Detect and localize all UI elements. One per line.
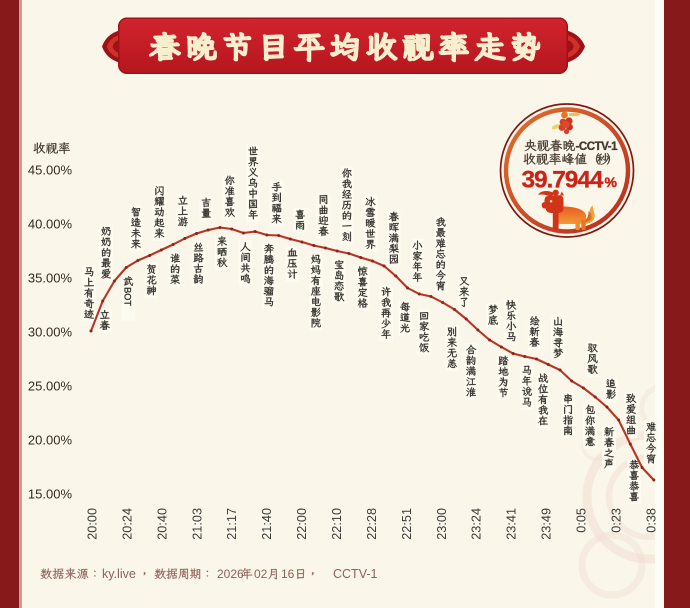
svg-text:%: % bbox=[605, 174, 618, 190]
svg-text:0:23: 0:23 bbox=[610, 508, 624, 533]
svg-text:2026: 2026 bbox=[217, 567, 244, 581]
svg-text:30.00%: 30.00% bbox=[28, 325, 73, 340]
svg-text:40.00%: 40.00% bbox=[28, 217, 73, 232]
svg-text:23:41: 23:41 bbox=[505, 508, 519, 540]
svg-text:21:03: 21:03 bbox=[190, 508, 204, 540]
svg-text:21:40: 21:40 bbox=[260, 508, 274, 540]
svg-text:02: 02 bbox=[254, 567, 268, 581]
svg-text:23:24: 23:24 bbox=[470, 508, 484, 540]
svg-text:20:40: 20:40 bbox=[155, 508, 169, 540]
svg-text:0:05: 0:05 bbox=[575, 508, 589, 533]
svg-text:45.00%: 45.00% bbox=[28, 163, 73, 178]
svg-text:22:51: 22:51 bbox=[400, 508, 414, 540]
svg-text:CCTV-1: CCTV-1 bbox=[333, 567, 378, 581]
svg-text:20:00: 20:00 bbox=[86, 508, 100, 540]
svg-text:15.00%: 15.00% bbox=[28, 487, 73, 502]
svg-text:-CCTV-1: -CCTV-1 bbox=[576, 141, 619, 153]
svg-text:23:00: 23:00 bbox=[435, 508, 449, 540]
svg-text:16: 16 bbox=[281, 567, 295, 581]
svg-text:BOT: BOT bbox=[123, 287, 133, 306]
svg-text:35.00%: 35.00% bbox=[28, 271, 73, 286]
svg-text:ky.live: ky.live bbox=[102, 567, 136, 581]
svg-text:23:49: 23:49 bbox=[540, 508, 554, 540]
svg-text:20.00%: 20.00% bbox=[28, 433, 73, 448]
svg-text:22:10: 22:10 bbox=[330, 508, 344, 540]
svg-text:25.00%: 25.00% bbox=[28, 379, 73, 394]
svg-text:21:17: 21:17 bbox=[225, 508, 239, 540]
svg-text:20:24: 20:24 bbox=[120, 508, 134, 540]
svg-text:22:28: 22:28 bbox=[365, 508, 379, 540]
svg-text:22:00: 22:00 bbox=[295, 508, 309, 540]
svg-text:0:38: 0:38 bbox=[644, 508, 658, 533]
svg-text:39.7944: 39.7944 bbox=[522, 167, 604, 194]
